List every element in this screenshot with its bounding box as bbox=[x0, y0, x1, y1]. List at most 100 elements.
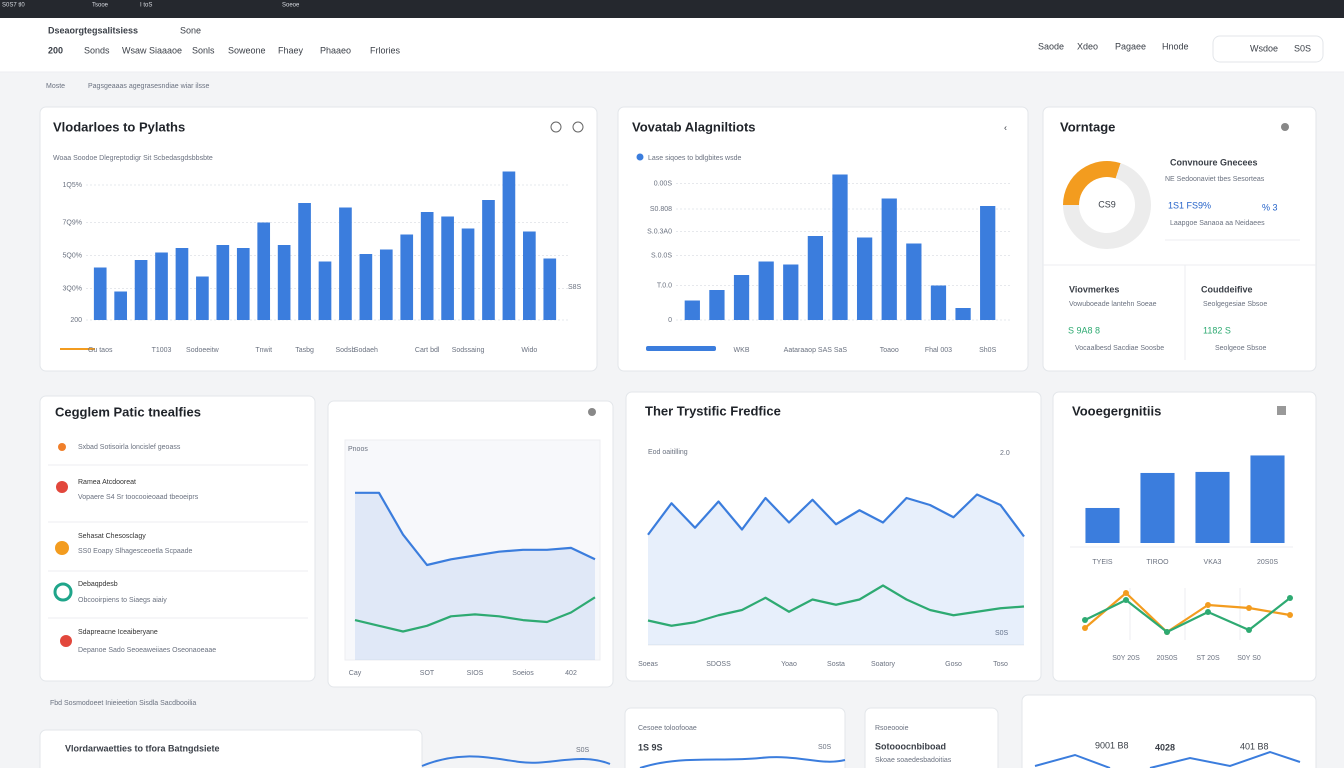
donut-center-label: CS9 bbox=[1098, 199, 1116, 209]
icon[interactable] bbox=[1277, 406, 1286, 415]
card-value: 4028 bbox=[1155, 742, 1175, 752]
bar bbox=[906, 243, 922, 320]
bar bbox=[930, 285, 947, 320]
x-tick-label: Cay bbox=[349, 670, 362, 677]
y-tick-label: S.0.0S bbox=[651, 252, 672, 259]
icon[interactable] bbox=[588, 408, 596, 416]
kpi-text: Seolgeoe Sbsoe bbox=[1215, 345, 1266, 352]
legend-label: Lase siqoes to bdlgbites wsde bbox=[648, 155, 741, 162]
bar bbox=[502, 171, 516, 320]
topbar-item: I toS bbox=[140, 3, 152, 9]
bar bbox=[709, 290, 725, 320]
x-tick-label: Sodoeeitw bbox=[186, 347, 220, 354]
y-tick-label: T.0.0 bbox=[657, 282, 672, 289]
bar bbox=[175, 248, 189, 320]
list-dot bbox=[53, 582, 73, 602]
x-tick-label: Aataraaop SAS SaS bbox=[784, 347, 848, 354]
y-tick-label: S0.808 bbox=[650, 206, 672, 213]
bar bbox=[523, 231, 536, 320]
nav-item[interactable]: Fhaey bbox=[278, 45, 304, 55]
x-tick-label: SOT bbox=[420, 670, 435, 677]
card-tag: S0S bbox=[576, 747, 590, 754]
card bbox=[624, 707, 846, 768]
list-item-title[interactable]: Ramea Atcdooreat bbox=[78, 479, 136, 486]
x-tick-label: SDOSS bbox=[706, 661, 731, 668]
header-button[interactable] bbox=[1212, 35, 1324, 63]
x-tick-label: Sodssaing bbox=[452, 347, 485, 354]
bar bbox=[216, 245, 230, 320]
card-title: Vorntage bbox=[1060, 119, 1115, 134]
card-title: Cegglem Patic tnealfies bbox=[55, 404, 201, 419]
bar bbox=[339, 207, 352, 320]
bar bbox=[379, 249, 393, 320]
bar bbox=[733, 275, 750, 320]
list-item-title[interactable]: Sxbad Sotisoirla loncislef geoass bbox=[78, 444, 181, 451]
summary-title: Convnoure Gnecees bbox=[1170, 157, 1258, 167]
card bbox=[864, 707, 999, 768]
nav-item[interactable]: Phaaeo bbox=[320, 45, 351, 55]
card-subtitle: Woaa Soodoe Dlegreptodigr Sit Scbedasgds… bbox=[53, 155, 213, 162]
line bbox=[647, 493, 1025, 538]
x-tick-label: Gu taos bbox=[88, 347, 113, 354]
bar bbox=[318, 261, 332, 320]
bar bbox=[420, 212, 434, 320]
brand: Dseaorgtegsalitsiess bbox=[48, 25, 138, 35]
annotation: 2.0 bbox=[1000, 450, 1010, 457]
kpi-sub: Seolgegesiae Sbsoe bbox=[1203, 301, 1267, 308]
x-tick-label: Wido bbox=[521, 347, 537, 354]
card-title: Ther Trystific Fredfice bbox=[645, 403, 781, 418]
x-tick-label: TYEIS bbox=[1092, 559, 1113, 566]
annotation: S8S bbox=[568, 284, 582, 291]
x-tick-label: T1003 bbox=[152, 347, 172, 354]
x-tick-label: S0Y S0 bbox=[1237, 655, 1261, 662]
point bbox=[1287, 595, 1293, 601]
nav-item[interactable]: Sonds bbox=[84, 45, 110, 55]
bar bbox=[482, 200, 495, 320]
card-title: Vlodarloes to Pylaths bbox=[53, 119, 185, 134]
card bbox=[39, 395, 316, 682]
card-text: Skoae soaedesbadoitias bbox=[875, 757, 952, 764]
summary-unit: % 3 bbox=[1262, 202, 1278, 212]
nav-item[interactable]: Frlories bbox=[370, 45, 401, 55]
right-nav-item[interactable]: Xdeo bbox=[1077, 41, 1098, 51]
y-tick-label: 1Q5% bbox=[63, 182, 82, 189]
card-title: Cesoee toloofooae bbox=[638, 725, 697, 732]
summary-line: NE Sedoonaviet tbes Sesorteas bbox=[1165, 176, 1265, 183]
bar bbox=[359, 254, 373, 320]
icon[interactable] bbox=[550, 121, 562, 133]
card-value: 9001 B8 bbox=[1095, 740, 1129, 750]
point bbox=[1205, 602, 1211, 608]
icon[interactable] bbox=[1281, 123, 1289, 131]
nav-item[interactable]: Sonls bbox=[192, 45, 215, 55]
nav-item[interactable]: Soweone bbox=[228, 45, 266, 55]
right-nav-item[interactable]: Hnode bbox=[1162, 41, 1189, 51]
card bbox=[39, 729, 423, 768]
breadcrumb[interactable]: Moste bbox=[46, 83, 65, 90]
card-title: Vooegergnitiis bbox=[1072, 403, 1161, 418]
list-dot bbox=[58, 443, 66, 451]
nav-item[interactable]: Wsaw Siaaaoe bbox=[122, 45, 182, 55]
card-subtitle: Eod oaitilling bbox=[648, 449, 688, 456]
x-tick-label: Sodaeh bbox=[354, 347, 378, 354]
bar bbox=[856, 237, 873, 320]
right-nav-item[interactable]: Pagaee bbox=[1115, 41, 1146, 51]
list-dot bbox=[56, 481, 68, 493]
bar bbox=[114, 291, 127, 320]
y-tick-label: 7Q9% bbox=[63, 219, 82, 226]
line bbox=[647, 584, 1025, 627]
list-item-title[interactable]: Debaqpdesb bbox=[78, 581, 118, 588]
y-tick-label: 0 bbox=[668, 317, 672, 324]
icon[interactable] bbox=[572, 121, 584, 133]
bar bbox=[543, 258, 557, 320]
right-nav-item[interactable]: Saode bbox=[1038, 41, 1064, 51]
card-title: Vlordarwaetties to tfora Batngdsiete bbox=[65, 743, 220, 753]
icon[interactable]: ‹ bbox=[1004, 122, 1007, 132]
bar bbox=[155, 252, 168, 320]
list-item-title[interactable]: Sehasat Chesosclagy bbox=[78, 533, 146, 540]
kpi-text: Vocaalbesd Sacdiae Soosbe bbox=[1075, 345, 1164, 352]
x-tick-label: S0Y 20S bbox=[1112, 655, 1140, 662]
x-tick-label: TIROO bbox=[1146, 559, 1169, 566]
header bbox=[0, 18, 1344, 72]
point bbox=[1123, 597, 1129, 603]
list-item-title[interactable]: Sdapreacne Iceaiberyane bbox=[78, 629, 158, 636]
